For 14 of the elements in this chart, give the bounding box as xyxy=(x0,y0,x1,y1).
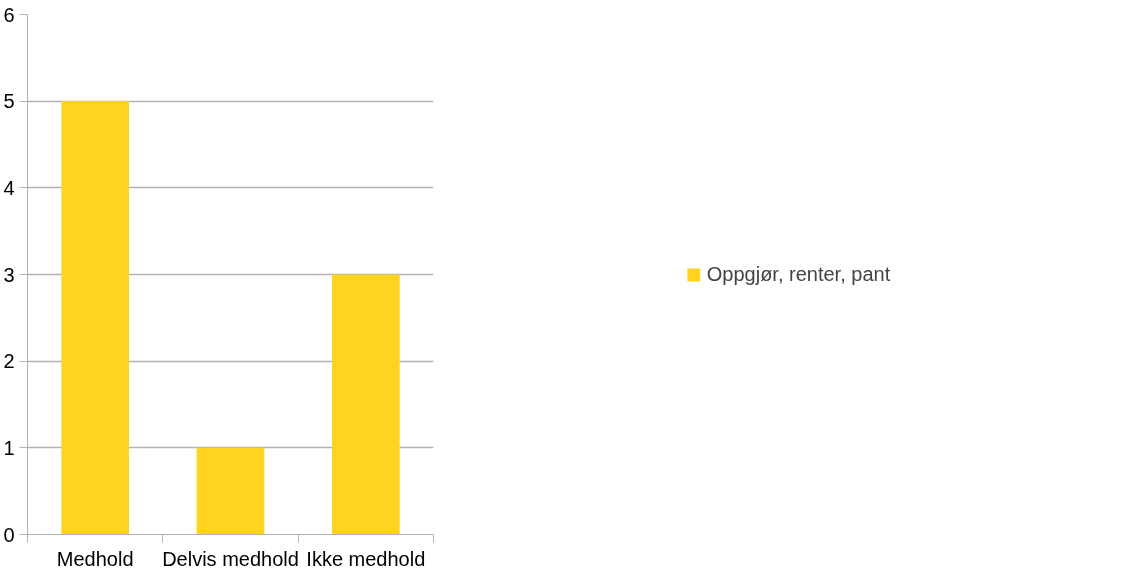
y-tick-label: 6 xyxy=(3,3,15,26)
x-tick-label: Ikke medhold xyxy=(306,547,426,570)
bar xyxy=(61,101,129,535)
bar xyxy=(196,447,265,535)
legend-label: Oppgjør, renter, pant xyxy=(706,262,891,286)
y-tick-label: 4 xyxy=(3,176,15,199)
y-tick-label: 1 xyxy=(3,436,15,459)
x-tick-label: Delvis medhold xyxy=(162,547,299,570)
x-tick-label: Medhold xyxy=(56,547,134,570)
y-tick-label: 2 xyxy=(3,350,15,373)
y-tick-label: 5 xyxy=(3,90,15,113)
y-tick-label: 0 xyxy=(3,523,15,546)
y-tick-label: 3 xyxy=(3,263,15,286)
bar xyxy=(332,274,400,535)
